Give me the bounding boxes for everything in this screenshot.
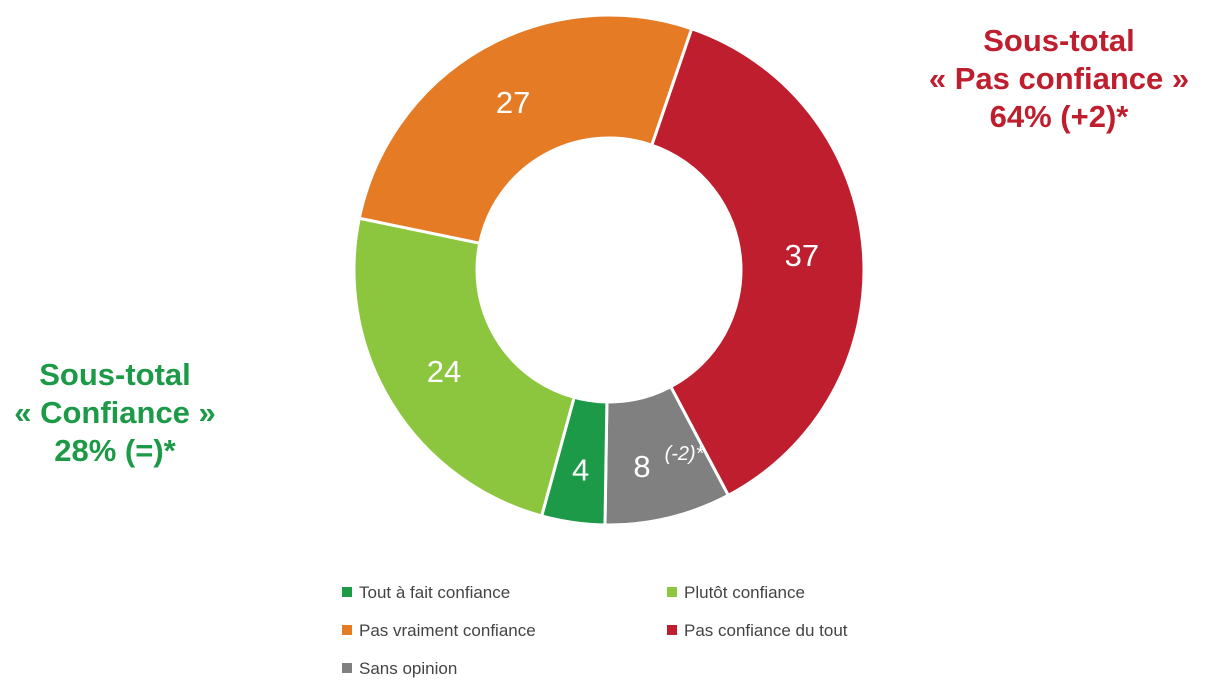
legend-item-tout-a-fait-confiance: Tout à fait confiance: [342, 583, 510, 603]
legend-label: Tout à fait confiance: [359, 583, 511, 602]
subtotal-confiance: Sous-total « Confiance » 28% (=)*: [0, 356, 230, 470]
slice-pas-confiance-du-tout: [649, 26, 866, 498]
legend-swatch: [342, 663, 352, 673]
legend-swatch: [342, 587, 352, 597]
data-label-annotation: (-2)*: [665, 443, 705, 465]
data-label: 4: [572, 452, 589, 487]
subtotal-confiance-title: Sous-total: [39, 357, 191, 392]
subtotal-confiance-value: 28% (=)*: [54, 433, 176, 468]
legend-label: Pas vraiment confiance: [359, 621, 536, 640]
data-label: 27: [496, 85, 530, 120]
data-label: 37: [785, 238, 819, 273]
subtotal-confiance-label: « Confiance »: [14, 395, 216, 430]
legend-label: Pas confiance du tout: [684, 621, 848, 640]
legend-item-pas-confiance-du-tout: Pas confiance du tout: [667, 621, 848, 641]
legend-item-plutot-confiance: Plutôt confiance: [667, 583, 805, 603]
subtotal-pas-confiance-title: Sous-total: [983, 23, 1135, 58]
legend-swatch: [342, 625, 352, 635]
legend-item-pas-vraiment-confiance: Pas vraiment confiance: [342, 621, 536, 641]
slice-pas-vraiment-confiance: [357, 13, 694, 245]
subtotal-pas-confiance-value: 64% (+2)*: [989, 99, 1129, 134]
slice-plut-t-confiance: [352, 216, 576, 518]
legend-swatch: [667, 625, 677, 635]
subtotal-pas-confiance: Sous-total « Pas confiance » 64% (+2)*: [909, 22, 1209, 136]
data-label: 24: [427, 354, 461, 389]
legend-label: Plutôt confiance: [684, 583, 805, 602]
legend-item-sans-opinion: Sans opinion: [342, 659, 457, 679]
legend-label: Sans opinion: [359, 659, 458, 678]
subtotal-pas-confiance-label: « Pas confiance »: [928, 61, 1190, 96]
legend-swatch: [667, 587, 677, 597]
data-label: 8: [633, 449, 650, 484]
